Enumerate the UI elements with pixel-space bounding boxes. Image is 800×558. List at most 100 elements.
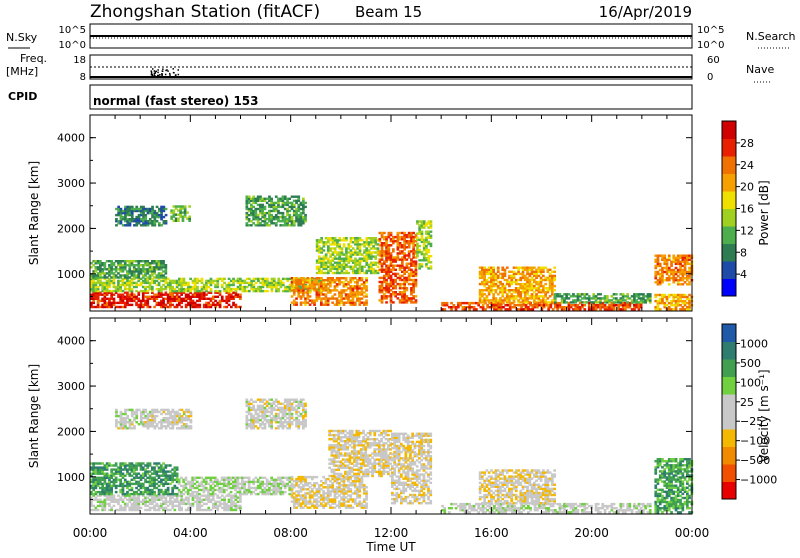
power-cell (302, 208, 305, 210)
power-cell (110, 276, 113, 278)
power-cell (347, 302, 350, 304)
velocity-cell (196, 499, 199, 501)
velocity-cell (182, 487, 185, 489)
power-cell (338, 258, 341, 260)
power-cell (142, 300, 145, 302)
power-cell (246, 208, 249, 210)
power-cell (129, 212, 132, 214)
velocity-cell (113, 495, 116, 497)
power-cell (277, 210, 280, 212)
power-cell (486, 304, 489, 306)
power-cell (119, 300, 122, 302)
power-cell (385, 238, 388, 240)
power-cell (501, 293, 504, 295)
power-cell (180, 278, 183, 280)
power-cell (341, 247, 344, 249)
power-cell (122, 260, 125, 262)
power-cell (374, 255, 377, 257)
power-cell (318, 258, 321, 260)
velocity-cell (165, 464, 168, 466)
power-cell (406, 277, 409, 279)
power-cell (535, 269, 538, 271)
power-cell (133, 274, 136, 276)
power-cell (540, 269, 543, 271)
velocity-cell (185, 477, 188, 479)
power-cell (657, 300, 660, 302)
power-cell (133, 266, 136, 268)
power-colorbar-tick-label: 4 (740, 268, 747, 281)
velocity-cell (108, 503, 111, 505)
power-cell (325, 253, 328, 255)
velocity-cell (95, 462, 98, 464)
velocity-cell (137, 499, 140, 501)
power-cell (228, 304, 231, 306)
velocity-cell (95, 509, 98, 511)
power-cell (568, 308, 571, 310)
power-cell (137, 304, 140, 306)
power-cell (475, 308, 478, 310)
power-cell (392, 238, 395, 240)
velocity-cell (239, 483, 242, 485)
velocity-cell (119, 491, 122, 493)
power-cell (162, 270, 165, 272)
power-cell (318, 266, 321, 268)
power-cell (663, 294, 666, 296)
power-cell (515, 267, 518, 269)
power-cell (340, 281, 343, 283)
power-cell (498, 304, 501, 306)
power-region-3 (115, 206, 167, 227)
power-cell (535, 301, 538, 303)
power-cell (408, 283, 411, 285)
power-cell (270, 202, 273, 204)
power-cell (492, 283, 495, 285)
velocity-cell (178, 509, 181, 511)
power-cell (385, 295, 388, 297)
power-cell (259, 196, 262, 198)
power-cell (106, 280, 109, 282)
power-ytick-label: 3000 (57, 177, 85, 190)
velocity-cell (228, 509, 231, 511)
power-cell (401, 297, 404, 299)
power-cell (122, 300, 125, 302)
power-cell (425, 222, 428, 224)
velocity-cell (122, 473, 125, 475)
power-cell (345, 258, 348, 260)
power-cell (506, 267, 509, 269)
power-cell (684, 273, 687, 275)
power-cell (119, 284, 122, 286)
power-cell (122, 270, 125, 272)
power-cell (556, 304, 559, 306)
power-cell (228, 300, 231, 302)
power-cell (385, 301, 388, 303)
power-cell (119, 280, 122, 282)
power-cell (185, 296, 188, 298)
power-cell (647, 293, 650, 295)
power-cell (540, 295, 543, 297)
power-cell (129, 208, 132, 210)
power-cell (293, 210, 296, 212)
velocity-cell (135, 466, 138, 468)
velocity-cell (230, 483, 233, 485)
power-cell (345, 289, 348, 291)
power-cell (189, 278, 192, 280)
power-cell (142, 290, 145, 292)
power-cell (288, 214, 291, 216)
power-cell (210, 298, 213, 300)
power-cell (154, 210, 157, 212)
power-cell (498, 308, 501, 310)
power-cell (499, 283, 502, 285)
power-cell (300, 218, 303, 220)
power-cell (502, 306, 505, 308)
power-cell (270, 214, 273, 216)
power-cell (286, 278, 289, 280)
nsky-tick-top: 10^5 (59, 25, 86, 36)
power-cell (297, 281, 300, 283)
power-cell (334, 266, 337, 268)
power-cell (550, 304, 553, 306)
power-cell (374, 237, 377, 239)
power-cell (129, 222, 132, 224)
velocity-cell (241, 477, 244, 479)
power-cell (488, 299, 491, 301)
velocity-cell (95, 487, 98, 489)
velocity-cell (187, 489, 190, 491)
